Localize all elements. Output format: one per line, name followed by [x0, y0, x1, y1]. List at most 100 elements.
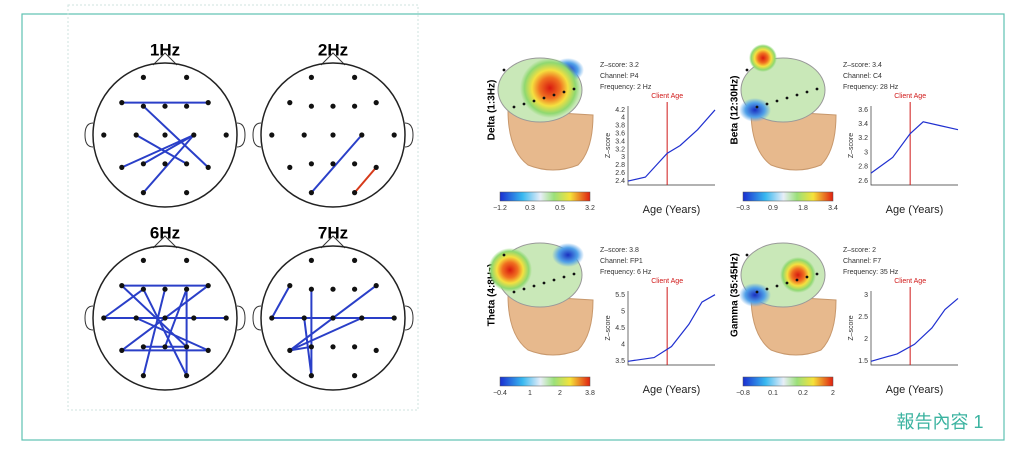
face [507, 294, 594, 356]
y-tick-label: 3.4 [858, 121, 868, 128]
electrode [532, 99, 536, 103]
scalp-cold [739, 283, 771, 307]
band-label: Delta (1:3Hz) [487, 80, 498, 141]
x-axis-label: Age (Years) [886, 384, 944, 396]
connection [164, 288, 188, 348]
ear [404, 122, 414, 148]
electrode [140, 161, 146, 167]
electrode [184, 103, 190, 109]
electrode [308, 286, 314, 292]
left-panel [67, 4, 419, 411]
electrode [352, 74, 358, 80]
y-tick-label: 4.5 [615, 325, 625, 332]
y-tick-label: 2 [864, 336, 868, 343]
electrode [755, 290, 759, 294]
x-axis-label: Age (Years) [643, 204, 701, 216]
head [260, 62, 406, 208]
electrode [308, 373, 314, 379]
electrode [205, 100, 211, 106]
electrode [140, 103, 146, 109]
electrode [765, 102, 769, 106]
electrode [352, 190, 358, 196]
connection [353, 166, 377, 194]
diagram-title: 7Hz [318, 223, 348, 242]
electrode [522, 287, 526, 291]
zscore-curve [627, 294, 716, 362]
electrode [775, 284, 779, 288]
connection [121, 134, 195, 169]
connection [310, 134, 363, 194]
electrode [330, 103, 336, 109]
colorbar-tick: −0.3 [736, 205, 750, 212]
band-label: Theta (4:8Hz) [487, 264, 498, 327]
band-label: Gamma (35:45Hz) [730, 253, 741, 337]
electrode [287, 164, 293, 170]
colorbar-tick: 0.9 [768, 205, 778, 212]
electrode [119, 347, 125, 353]
electrode [140, 74, 146, 80]
electrode [542, 281, 546, 285]
x-axis-label: Age (Years) [886, 204, 944, 216]
electrode [205, 283, 211, 289]
map-info: Frequency: 2 Hz [600, 84, 652, 91]
electrode [133, 132, 139, 138]
electrode [101, 132, 107, 138]
map-info: Channel: F7 [843, 258, 881, 265]
colorbar-tick: −0.4 [493, 390, 507, 397]
zscore-curve [870, 121, 959, 174]
client-age-label: Client Age [651, 93, 683, 100]
y-tick-label: 3 [621, 154, 625, 161]
colorbar [742, 376, 834, 387]
y-tick-label: 2.6 [858, 178, 868, 185]
electrode [373, 283, 379, 289]
chart-axes [870, 291, 958, 366]
electrode [522, 102, 526, 106]
y-tick-label: 1.5 [858, 358, 868, 365]
y-axis-label: Z–score [848, 315, 855, 340]
electrode [308, 257, 314, 263]
chart-axes [870, 106, 958, 186]
ear [252, 305, 262, 331]
electrode [191, 315, 197, 321]
electrode [308, 190, 314, 196]
electrode [805, 90, 809, 94]
nose [152, 52, 178, 66]
electrode [140, 190, 146, 196]
electrode [330, 132, 336, 138]
y-tick-label: 3 [864, 149, 868, 156]
electrode [542, 96, 546, 100]
electrode [572, 87, 576, 91]
y-tick-label: 3.6 [615, 131, 625, 138]
electrode [140, 373, 146, 379]
diagram-title: 1Hz [150, 40, 180, 59]
colorbar [742, 191, 834, 202]
y-tick-label: 4.2 [615, 107, 625, 114]
electrode [205, 164, 211, 170]
electrode [184, 373, 190, 379]
chart-axes [627, 291, 715, 366]
map-info: Z–score: 2 [843, 247, 876, 254]
map-info: Z–score: 3.4 [843, 62, 882, 69]
connection [142, 134, 195, 165]
head [92, 62, 238, 208]
connection [289, 317, 363, 352]
map-info: Channel: P4 [600, 73, 639, 80]
map-info: Z–score: 3.2 [600, 62, 639, 69]
y-tick-label: 2.8 [615, 162, 625, 169]
colorbar-tick: 3.4 [828, 205, 838, 212]
zscore-curve [627, 109, 716, 182]
colorbar-tick: −1.2 [493, 205, 507, 212]
electrode [359, 315, 365, 321]
electrode [184, 257, 190, 263]
ear [236, 122, 246, 148]
electrode [269, 132, 275, 138]
client-age-label: Client Age [894, 278, 926, 285]
electrode [352, 257, 358, 263]
connection [103, 288, 144, 319]
x-axis-label: Age (Years) [643, 384, 701, 396]
face [507, 109, 594, 171]
electrode [552, 278, 556, 282]
electrode [162, 315, 168, 321]
caption: 報告內容 1 [896, 412, 983, 432]
colorbar [499, 376, 591, 387]
